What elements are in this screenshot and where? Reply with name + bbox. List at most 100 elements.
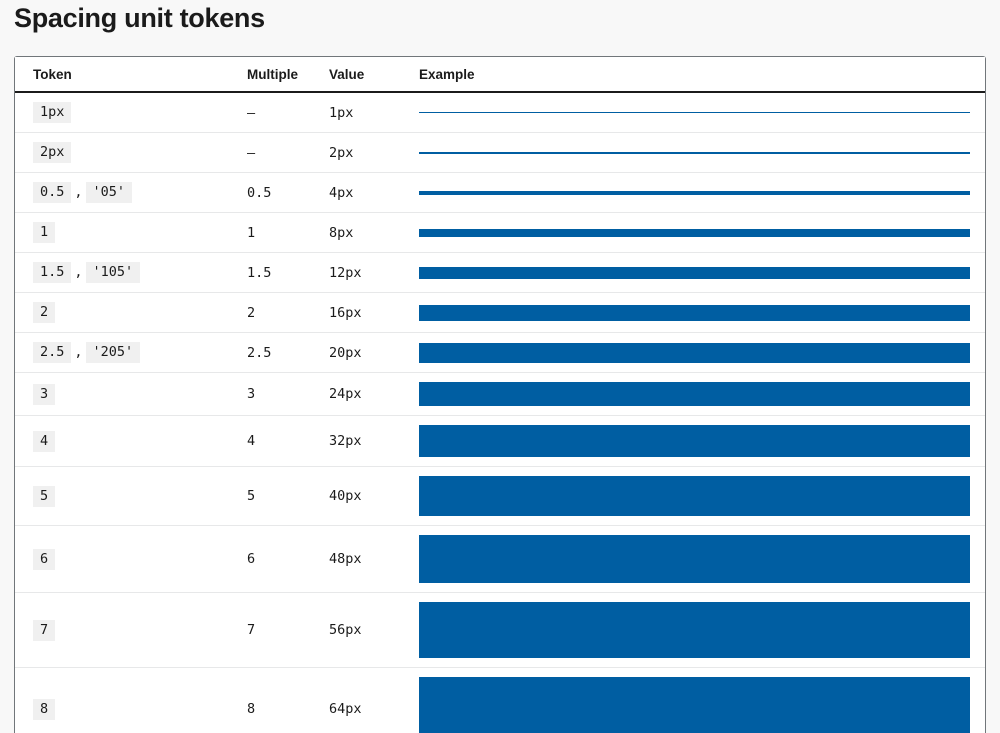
example-cell	[419, 466, 985, 526]
multiple-cell: 3	[247, 372, 329, 416]
example-spacing-bar	[419, 382, 970, 406]
example-cell	[419, 372, 985, 416]
table-body: 1px – 1px 2px – 2px 0.5 , '05' 0.5	[15, 92, 985, 733]
multiple-cell: –	[247, 92, 329, 133]
value-cell: 32px	[329, 415, 419, 467]
multiple-value: 2	[247, 304, 256, 321]
value-cell: 40px	[329, 466, 419, 526]
token-cell: 2px	[15, 132, 247, 173]
token-cell: 3	[15, 372, 247, 416]
example-spacing-bar	[419, 476, 970, 516]
table-row: 6 6 48px	[15, 525, 985, 593]
table-row: 1.5 , '105' 1.5 12px	[15, 252, 985, 293]
table-row: 1 1 8px	[15, 212, 985, 253]
example-cell	[419, 292, 985, 333]
token-cell: 7	[15, 592, 247, 668]
multiple-cell: 5	[247, 466, 329, 526]
token-chip: 1	[33, 222, 56, 243]
token-chip: 6	[33, 548, 56, 570]
table-row: 8 8 64px	[15, 667, 985, 733]
multiple-value: 6	[247, 551, 256, 567]
token-cell: 0.5 , '05'	[15, 172, 247, 213]
value-text: 56px	[329, 622, 362, 638]
value-cell: 24px	[329, 372, 419, 416]
token-chip: 3	[33, 383, 56, 405]
token-chip: 1.5	[33, 262, 72, 283]
example-cell	[419, 252, 985, 293]
table-row: 3 3 24px	[15, 372, 985, 416]
table-row: 2.5 , '205' 2.5 20px	[15, 332, 985, 373]
value-text: 48px	[329, 551, 362, 567]
multiple-cell: 8	[247, 667, 329, 733]
table-row: 0.5 , '05' 0.5 4px	[15, 172, 985, 213]
value-text: 20px	[329, 344, 362, 361]
example-spacing-bar	[419, 266, 970, 279]
token-chip: 5	[33, 485, 56, 507]
table-row: 1px – 1px	[15, 92, 985, 133]
example-spacing-bar	[419, 535, 970, 583]
value-text: 16px	[329, 304, 362, 321]
example-cell	[419, 592, 985, 668]
token-cell: 8	[15, 667, 247, 733]
multiple-value: 3	[247, 386, 256, 402]
token-separator: ,	[74, 344, 83, 360]
value-cell: 8px	[329, 212, 419, 253]
example-cell	[419, 172, 985, 213]
token-cell: 2.5 , '205'	[15, 332, 247, 373]
token-separator: ,	[74, 264, 83, 280]
multiple-value: –	[247, 104, 256, 121]
multiple-value: 2.5	[247, 344, 272, 361]
value-cell: 16px	[329, 292, 419, 333]
token-chip: 4	[33, 430, 56, 452]
value-text: 1px	[329, 104, 354, 121]
multiple-value: 5	[247, 488, 256, 504]
token-chip: 0.5	[33, 182, 72, 203]
example-cell	[419, 525, 985, 593]
value-cell: 48px	[329, 525, 419, 593]
example-spacing-bar	[419, 151, 970, 154]
token-chip: 1px	[33, 102, 72, 123]
multiple-cell: 0.5	[247, 172, 329, 213]
example-spacing-bar	[419, 112, 970, 113]
example-spacing-bar	[419, 342, 970, 363]
token-chip: '105'	[85, 262, 141, 283]
multiple-cell: 1.5	[247, 252, 329, 293]
table-row: 4 4 32px	[15, 415, 985, 467]
token-cell: 1px	[15, 92, 247, 133]
token-chip: '205'	[85, 342, 141, 363]
multiple-cell: 7	[247, 592, 329, 668]
example-cell	[419, 92, 985, 133]
value-cell: 4px	[329, 172, 419, 213]
token-chip: 2	[33, 302, 56, 323]
spacing-tokens-table-container: Token Multiple Value Example 1px – 1px 2…	[14, 56, 986, 733]
multiple-cell: 2.5	[247, 332, 329, 373]
multiple-value: 0.5	[247, 184, 272, 201]
value-cell: 20px	[329, 332, 419, 373]
table-header-row: Token Multiple Value Example	[15, 57, 985, 93]
value-text: 12px	[329, 264, 362, 281]
table-row: 5 5 40px	[15, 466, 985, 526]
column-header-token: Token	[15, 57, 247, 93]
value-text: 64px	[329, 701, 362, 717]
token-chip: 2px	[33, 142, 72, 163]
value-cell: 1px	[329, 92, 419, 133]
token-cell: 1	[15, 212, 247, 253]
column-header-value: Value	[329, 57, 419, 93]
token-cell: 2	[15, 292, 247, 333]
page-title: Spacing unit tokens	[14, 3, 265, 33]
token-cell: 6	[15, 525, 247, 593]
value-text: 40px	[329, 488, 362, 504]
multiple-cell: 1	[247, 212, 329, 253]
token-cell: 5	[15, 466, 247, 526]
value-cell: 64px	[329, 667, 419, 733]
example-spacing-bar	[419, 425, 970, 457]
spacing-tokens-table: Token Multiple Value Example 1px – 1px 2…	[15, 57, 985, 733]
value-text: 2px	[329, 144, 354, 161]
value-cell: 12px	[329, 252, 419, 293]
token-separator: ,	[74, 184, 83, 200]
multiple-value: 1	[247, 224, 256, 241]
multiple-cell: 2	[247, 292, 329, 333]
example-cell	[419, 667, 985, 733]
value-cell: 2px	[329, 132, 419, 173]
